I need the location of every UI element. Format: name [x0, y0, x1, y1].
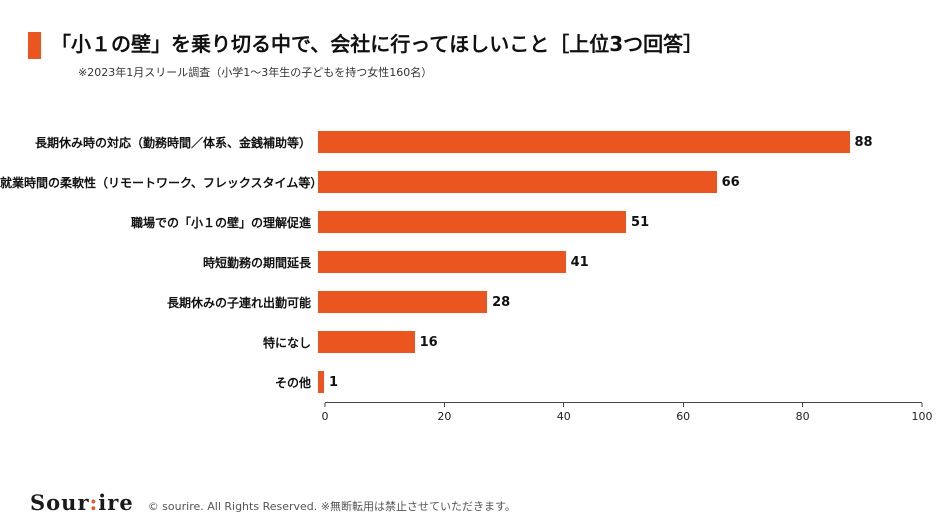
- chart-row: 長期休み時の対応（勤務時間／体系、金銭補助等） 88: [0, 122, 940, 162]
- bar-track: 28: [318, 291, 922, 313]
- bar-track: 1: [318, 371, 922, 393]
- bar: [318, 291, 488, 313]
- category-label: 時短勤務の期間延長: [202, 255, 311, 270]
- value-label: 51: [631, 214, 650, 230]
- bar-track: 66: [318, 171, 922, 193]
- bar: [318, 331, 415, 353]
- logo-dot: :: [89, 490, 99, 515]
- title-accent-bar: [28, 32, 41, 59]
- tick-mark: [563, 403, 565, 407]
- bar: [318, 211, 627, 233]
- bar-track: 51: [318, 211, 922, 233]
- category-label: その他: [274, 375, 311, 390]
- tick-mark: [682, 403, 684, 407]
- value-label: 88: [854, 134, 873, 150]
- value-label: 16: [419, 334, 438, 350]
- logo-text-right: ire: [98, 490, 134, 515]
- bar: [318, 371, 325, 393]
- x-axis: 0 20 40 60 80 100: [322, 402, 933, 428]
- bar: [318, 251, 566, 273]
- chart-row: 時短勤務の期間延長 41: [0, 242, 940, 282]
- category-label: 職場での「小１の壁」の理解促進: [130, 215, 311, 230]
- tick-label: 60: [676, 410, 691, 423]
- bar-rows: 長期休み時の対応（勤務時間／体系、金銭補助等） 88 就業時間の柔軟性（リモートワー…: [0, 122, 940, 402]
- category-label: 長期休みの子連れ出勤可能: [166, 295, 311, 310]
- copyright-text: © sourire. All Rights Reserved. ※無断転用は禁止…: [147, 500, 516, 513]
- value-label: 1: [329, 374, 339, 390]
- category-label: 特になし: [262, 335, 311, 350]
- tick-mark: [324, 403, 326, 407]
- axis-tick: 60: [676, 403, 690, 423]
- chart-row: 長期休みの子連れ出勤可能 28: [0, 282, 940, 322]
- category-label: 就業時間の柔軟性（リモートワーク、フレックスタイム等）: [0, 175, 323, 190]
- tick-label: 100: [911, 410, 933, 423]
- bar-track: 88: [318, 131, 922, 153]
- chart-header: 「小１の壁」を乗り切る中で、会社に行ってほしいこと［上位3つ回答］ ※2023年…: [28, 30, 918, 80]
- tick-label: 0: [321, 410, 329, 423]
- value-label: 41: [570, 254, 589, 270]
- axis-tick: 100: [912, 403, 933, 423]
- value-label: 66: [721, 174, 740, 190]
- category-label: 長期休み時の対応（勤務時間／体系、金銭補助等）: [34, 135, 311, 150]
- bar: [318, 131, 850, 153]
- axis-tick: 80: [796, 403, 810, 423]
- tick-label: 40: [556, 410, 571, 423]
- chart-row: その他 1: [0, 362, 940, 402]
- axis-tick: 0: [322, 403, 329, 423]
- page-title: 「小１の壁」を乗り切る中で、会社に行ってほしいこと［上位3つ回答］: [51, 32, 704, 56]
- chart-row: 職場での「小１の壁」の理解促進 51: [0, 202, 940, 242]
- chart-row: 特になし 16: [0, 322, 940, 362]
- bar-chart: 長期休み時の対応（勤務時間／体系、金銭補助等） 88 就業時間の柔軟性（リモートワー…: [0, 122, 940, 428]
- axis-tick: 40: [557, 403, 571, 423]
- axis-tick: 20: [437, 403, 451, 423]
- tick-mark: [921, 403, 923, 407]
- bar-track: 41: [318, 251, 922, 273]
- tick-mark: [443, 403, 445, 407]
- value-label: 28: [492, 294, 511, 310]
- bar-track: 16: [318, 331, 922, 353]
- bar: [318, 171, 717, 193]
- footer: Sour:ire © sourire. All Rights Reserved.…: [30, 490, 516, 515]
- tick-label: 20: [437, 410, 452, 423]
- sourire-logo: Sour:ire: [30, 490, 134, 515]
- tick-label: 80: [795, 410, 810, 423]
- logo-text-left: Sour: [30, 490, 90, 515]
- tick-mark: [802, 403, 804, 407]
- chart-row: 就業時間の柔軟性（リモートワーク、フレックスタイム等） 66: [0, 162, 940, 202]
- survey-note: ※2023年1月スリール調査（小学1〜3年生の子どもを持つ女性160名）: [78, 66, 433, 79]
